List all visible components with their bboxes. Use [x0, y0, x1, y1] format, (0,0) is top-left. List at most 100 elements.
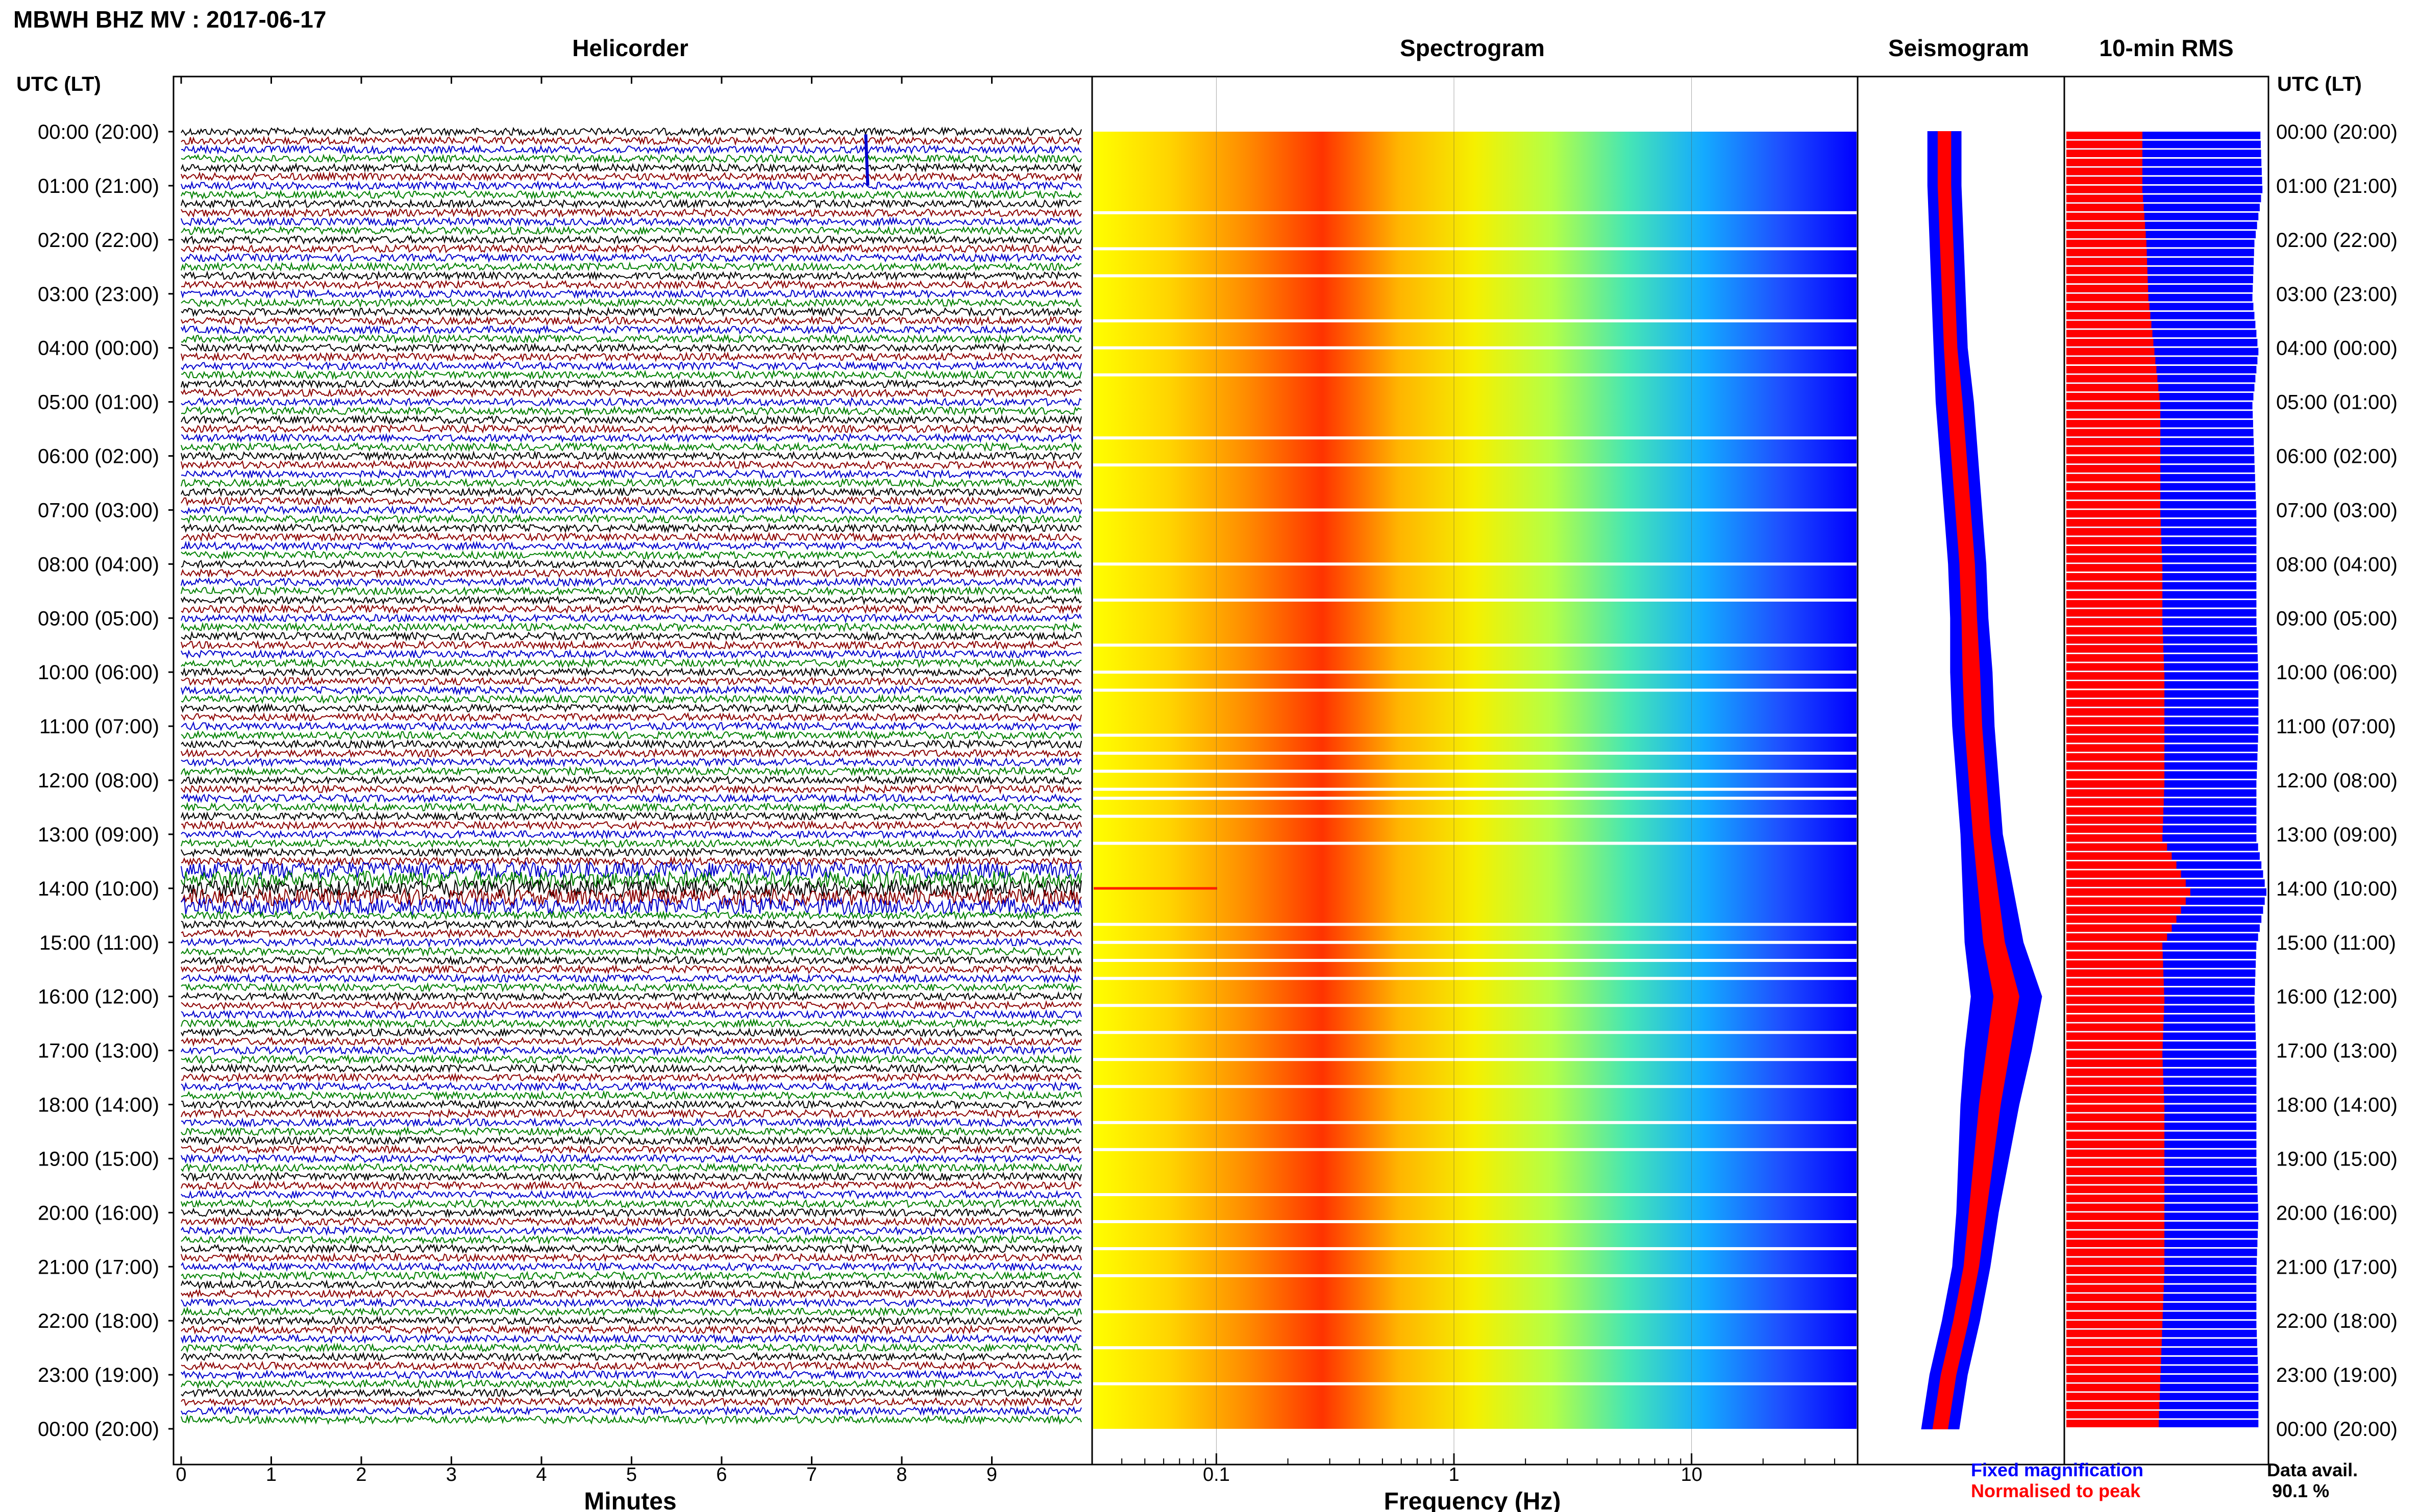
rms-bar [2066, 456, 2161, 464]
time-label-left: 10:00 (06:00) [38, 661, 159, 684]
rms-bar [2066, 1086, 2164, 1094]
helicorder-trace [181, 1189, 1082, 1200]
spectrogram-data-gap [1093, 841, 1857, 845]
helicorder-trace [181, 721, 1082, 732]
helicorder-trace [181, 1162, 1082, 1173]
helicorder-trace [181, 261, 1082, 272]
helicorder-trace [181, 1315, 1082, 1326]
rms-bar [2066, 1222, 2165, 1229]
rms-bar [2066, 392, 2160, 401]
panel-frames [172, 76, 2269, 1466]
spectrogram-data-gap [1093, 688, 1857, 692]
helicorder-trace [181, 792, 1082, 804]
rms-bar [2066, 429, 2161, 437]
time-label-left: 01:00 (21:00) [38, 175, 159, 197]
rms-bar [2066, 330, 2153, 338]
time-label-left: 04:00 (00:00) [38, 337, 159, 360]
helicorder-trace [181, 315, 1082, 327]
helicorder-tick-label: 7 [806, 1464, 817, 1485]
helicorder-trace [181, 162, 1082, 173]
helicorder-xlabel: Minutes [584, 1488, 676, 1512]
helicorder-trace [181, 847, 1082, 858]
rms-bar [2066, 708, 2165, 716]
helicorder-trace [181, 964, 1082, 975]
helicorder-trace [181, 657, 1082, 669]
helicorder-trace [181, 333, 1082, 344]
helicorder-trace [181, 649, 1082, 660]
spectrogram-xlabel: Frequency (Hz) [1384, 1488, 1561, 1512]
rms-bar [2066, 1402, 2160, 1409]
helicorder-trace [181, 946, 1082, 957]
rms-bar [2066, 1122, 2165, 1130]
helicorder-trace [181, 288, 1082, 300]
helicorder-trace [181, 1135, 1082, 1146]
spectrogram-data-gap [1093, 940, 1857, 944]
rms-bar [2066, 1141, 2165, 1148]
time-label-right: 02:00 (22:00) [2276, 229, 2398, 252]
rms-bar [2066, 1014, 2164, 1022]
helicorder-trace [181, 559, 1082, 569]
rms-title: 10-min RMS [2099, 35, 2233, 61]
rms-bar [2066, 185, 2142, 193]
rms-bar [2066, 320, 2152, 329]
rms-bar [2066, 266, 2148, 275]
helicorder-trace [181, 810, 1082, 822]
helicorder-trace [181, 775, 1082, 786]
time-label-left: 08:00 (04:00) [38, 553, 159, 576]
spectrogram-data-gap [1093, 1004, 1857, 1007]
helicorder-trace [181, 784, 1082, 795]
helicorder-trace [181, 567, 1082, 579]
helicorder-trace [181, 594, 1082, 606]
helicorder-trace [181, 432, 1082, 443]
helicorder-trace [181, 153, 1082, 164]
helicorder-trace [181, 756, 1082, 768]
rms-bar [2066, 150, 2142, 157]
spectrogram-data-gap [1093, 770, 1857, 773]
spectrogram-data-gap [1093, 977, 1857, 980]
rms-bar [2066, 861, 2177, 869]
rms-bar [2066, 447, 2161, 455]
rms-bar [2066, 339, 2154, 346]
rms-bar [2066, 915, 2177, 923]
rms-bar [2066, 546, 2162, 554]
helicorder-trace [181, 198, 1082, 209]
spectrogram-data-gap [1093, 1058, 1857, 1061]
helicorder-trace [181, 585, 1082, 597]
helicorder-trace [181, 612, 1082, 624]
time-axis-labels: 00:00 (20:00) 00:00 (20:00) 01:00 (21:00) 0… [38, 121, 2398, 1441]
rms-bar [2066, 1158, 2165, 1167]
time-label-left: 00:00 (20:00) [38, 1418, 159, 1441]
time-label-right: 07:00 (03:00) [2276, 499, 2398, 522]
rms-bar [2066, 807, 2164, 815]
time-label-left: 05:00 (01:00) [38, 391, 159, 414]
helicorder-trace [181, 1396, 1082, 1407]
spectrogram-data-gap [1093, 319, 1857, 323]
helicorder-trace [181, 765, 1082, 777]
helicorder-trace [181, 973, 1082, 984]
helicorder-tick-label: 9 [986, 1464, 997, 1485]
helicorder-trace [181, 1036, 1082, 1047]
spectrogram-data-gap [1093, 1193, 1857, 1197]
helicorder-trace [181, 1387, 1082, 1398]
helicorder-trace [181, 738, 1082, 750]
helicorder-trace [181, 1108, 1082, 1119]
spectrogram-data-gap [1093, 1220, 1857, 1223]
helicorder-trace [181, 459, 1082, 470]
time-label-left: 21:00 (17:00) [38, 1256, 159, 1278]
rms-bar [2066, 735, 2165, 743]
helicorder-trace [181, 126, 1082, 137]
time-label-left: 03:00 (23:00) [38, 283, 159, 306]
time-label-left: 20:00 (16:00) [38, 1202, 159, 1224]
helicorder-trace [181, 919, 1082, 930]
rms-bar [2066, 348, 2155, 356]
rms-bar [2066, 1077, 2164, 1085]
helicorder-trace [181, 486, 1082, 498]
helicorder-trace [181, 991, 1082, 1002]
time-label-left: 02:00 (22:00) [38, 229, 159, 252]
helicorder-trace [181, 171, 1082, 182]
helicorder-tick-label: 6 [716, 1464, 727, 1485]
helicorder-trace [181, 396, 1082, 408]
helicorder-trace [181, 1027, 1082, 1038]
data-avail-label: Data avail. [2267, 1459, 2358, 1480]
helicorder-trace [181, 887, 1082, 907]
